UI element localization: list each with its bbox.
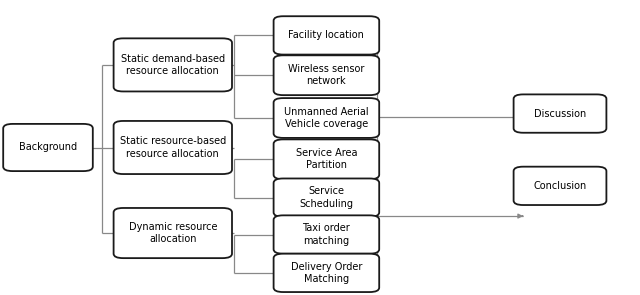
FancyBboxPatch shape [274, 55, 380, 95]
Text: Discussion: Discussion [534, 109, 586, 119]
Text: Static demand-based
resource allocation: Static demand-based resource allocation [121, 54, 225, 76]
Text: Background: Background [19, 142, 77, 153]
Text: Service
Scheduling: Service Scheduling [300, 186, 353, 209]
FancyBboxPatch shape [114, 121, 232, 174]
Text: Service Area
Partition: Service Area Partition [296, 148, 357, 171]
FancyBboxPatch shape [274, 16, 380, 55]
Text: Static resource-based
resource allocation: Static resource-based resource allocatio… [120, 136, 226, 159]
Text: Facility location: Facility location [289, 30, 364, 40]
Text: Taxi order
matching: Taxi order matching [303, 223, 350, 246]
FancyBboxPatch shape [274, 215, 380, 254]
FancyBboxPatch shape [114, 208, 232, 258]
Text: Dynamic resource
allocation: Dynamic resource allocation [129, 222, 217, 244]
FancyBboxPatch shape [274, 98, 380, 138]
Text: Wireless sensor
network: Wireless sensor network [288, 64, 365, 86]
FancyBboxPatch shape [274, 254, 380, 292]
FancyBboxPatch shape [114, 38, 232, 91]
Text: Unmanned Aerial
Vehicle coverage: Unmanned Aerial Vehicle coverage [284, 107, 369, 129]
FancyBboxPatch shape [514, 167, 607, 205]
FancyBboxPatch shape [274, 178, 380, 217]
Text: Conclusion: Conclusion [533, 181, 587, 191]
FancyBboxPatch shape [274, 140, 380, 179]
FancyBboxPatch shape [3, 124, 93, 171]
FancyBboxPatch shape [514, 94, 607, 133]
Text: Delivery Order
Matching: Delivery Order Matching [291, 262, 362, 284]
